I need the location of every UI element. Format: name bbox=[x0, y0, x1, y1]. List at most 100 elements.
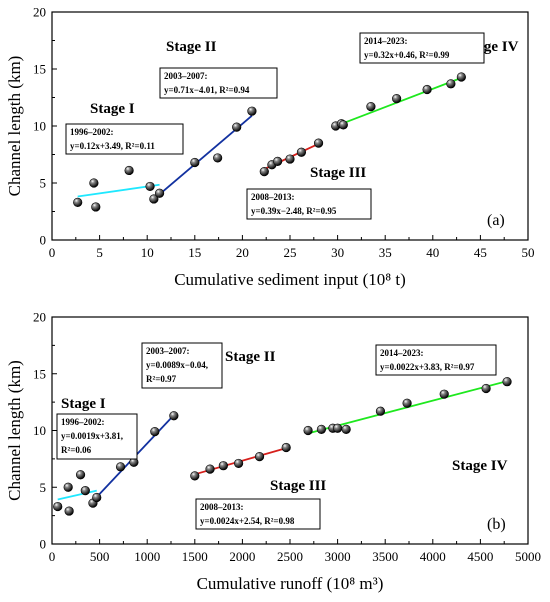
equation-box: 2003–2007: y=0.71x−4.01, R²=0.94 bbox=[159, 67, 278, 99]
data-point bbox=[124, 165, 134, 176]
data-point bbox=[205, 464, 215, 474]
data-point bbox=[285, 154, 295, 164]
x-tick-label: 4500 bbox=[467, 549, 493, 564]
data-point bbox=[73, 197, 83, 207]
data-point bbox=[154, 188, 165, 198]
data-point bbox=[422, 84, 432, 95]
data-point bbox=[233, 458, 244, 469]
equation-formula: y=0.0089x−0.04, bbox=[146, 360, 208, 370]
stage-label: Stage III bbox=[270, 478, 326, 494]
equation-r2: R²=0.06 bbox=[61, 445, 92, 455]
equation-formula: y=0.71x−4.01, R²=0.94 bbox=[164, 85, 250, 95]
data-point bbox=[80, 486, 90, 496]
data-point bbox=[218, 461, 228, 471]
data-point bbox=[333, 423, 343, 433]
equation-box-frame bbox=[195, 498, 321, 530]
stage-label: Stage III bbox=[310, 165, 366, 181]
equation-box: 2008–2013: y=0.0024x+2.54, R²=0.98 bbox=[195, 498, 321, 530]
y-axis-title: Channel length (km) bbox=[5, 56, 24, 197]
y-tick-label: 10 bbox=[33, 119, 46, 134]
equation-box-frame bbox=[375, 344, 497, 376]
equation-formula: y=0.0024x+2.54, R²=0.98 bbox=[200, 516, 295, 526]
x-tick-label: 10 bbox=[141, 245, 154, 260]
x-axis-title: Cumulative sediment input (10⁸ t) bbox=[174, 270, 406, 289]
x-tick-label: 1500 bbox=[182, 549, 208, 564]
equation-years: 2008–2013: bbox=[251, 192, 295, 202]
data-point bbox=[247, 106, 257, 116]
data-point bbox=[149, 194, 159, 204]
data-point bbox=[254, 452, 265, 462]
equation-box: 1996–2002: y=0.0019x+3.81, R²=0.06 bbox=[56, 413, 138, 460]
panel-label: (a) bbox=[487, 212, 505, 229]
x-tick-label: 5 bbox=[96, 245, 103, 260]
equation-box: 2014–2023: y=0.32x+0.46, R²=0.99 bbox=[359, 32, 485, 64]
x-tick-label: 2000 bbox=[229, 549, 255, 564]
equation-box: 2003–2007: y=0.0089x−0.04, R²=0.97 bbox=[141, 342, 223, 389]
equation-years: 2014–2023: bbox=[364, 36, 408, 46]
equation-box: 1996–2002: y=0.12x+3.49, R²=0.11 bbox=[65, 123, 184, 155]
data-point bbox=[338, 120, 348, 130]
data-point bbox=[273, 156, 283, 166]
data-point bbox=[213, 153, 223, 163]
data-point bbox=[281, 442, 291, 453]
data-point bbox=[446, 79, 456, 89]
data-point bbox=[313, 138, 324, 148]
equation-box-frame bbox=[65, 123, 184, 155]
equation-formula: y=0.12x+3.49, R²=0.11 bbox=[70, 141, 155, 151]
data-point bbox=[439, 389, 449, 399]
x-tick-label: 4000 bbox=[420, 549, 446, 564]
data-point bbox=[366, 102, 376, 112]
data-point bbox=[169, 411, 179, 421]
y-tick-label: 0 bbox=[40, 233, 47, 248]
data-point bbox=[375, 406, 386, 416]
data-point bbox=[92, 492, 102, 503]
y-tick-label: 15 bbox=[33, 366, 46, 381]
data-point bbox=[502, 377, 512, 387]
equation-years: 2014–2023: bbox=[380, 348, 424, 358]
data-point bbox=[75, 470, 86, 480]
x-tick-label: 35 bbox=[379, 245, 392, 260]
stage-label: Stage I bbox=[90, 101, 135, 117]
y-tick-label: 20 bbox=[33, 5, 46, 20]
equation-years: 2008–2013: bbox=[200, 502, 244, 512]
equation-formula: y=0.39x−2.48, R²=0.95 bbox=[251, 206, 337, 216]
y-tick-label: 5 bbox=[40, 176, 47, 191]
data-point bbox=[456, 72, 466, 82]
equation-box: 2008–2013: y=0.39x−2.48, R²=0.95 bbox=[246, 188, 372, 220]
equation-box-frame bbox=[159, 67, 278, 99]
y-tick-label: 15 bbox=[33, 62, 46, 77]
data-point bbox=[341, 424, 351, 434]
y-tick-label: 5 bbox=[40, 480, 47, 495]
x-tick-label: 40 bbox=[426, 245, 439, 260]
x-tick-label: 50 bbox=[522, 245, 535, 260]
data-point bbox=[303, 425, 313, 436]
x-tick-label: 3000 bbox=[325, 549, 351, 564]
stage-label: Stage II bbox=[225, 349, 276, 365]
equation-box-frame bbox=[246, 188, 372, 220]
y-tick-label: 10 bbox=[33, 423, 46, 438]
panel-label: (b) bbox=[487, 516, 506, 533]
data-point bbox=[232, 122, 242, 132]
stage-label: Stage II bbox=[166, 39, 217, 55]
equation-formula: y=0.32x+0.46, R²=0.99 bbox=[364, 50, 450, 60]
equation-years: 2003–2007: bbox=[164, 71, 208, 81]
chart-panel-a: 0 5 10 15 20 25 30 35 40 45 50 0 5 10 15 20 Cumulative s… bbox=[5, 5, 535, 290]
equation-box-frame bbox=[359, 32, 485, 64]
data-point bbox=[64, 506, 74, 516]
data-point bbox=[89, 178, 99, 188]
x-tick-label: 3500 bbox=[372, 549, 398, 564]
x-tick-label: 2500 bbox=[277, 549, 303, 564]
x-tick-label: 0 bbox=[49, 245, 56, 260]
equation-box-frame bbox=[56, 413, 138, 460]
y-axis-title: Channel length (km) bbox=[5, 360, 24, 501]
chart-panel-b: 0 500 1000 1500 2000 2500 3000 3500 4000 4500 5000… bbox=[5, 310, 541, 594]
equation-box-frame bbox=[141, 342, 223, 389]
equation-formula: y=0.0022x+3.83, R²=0.97 bbox=[380, 362, 475, 372]
y-tick-label: 0 bbox=[40, 537, 47, 552]
x-tick-label: 20 bbox=[236, 245, 249, 260]
data-point bbox=[259, 167, 269, 177]
data-point bbox=[316, 424, 327, 434]
data-point bbox=[190, 471, 200, 481]
x-axis-title: Cumulative runoff (10⁸ m³) bbox=[197, 574, 384, 593]
stage-label: Stage IV bbox=[452, 458, 508, 474]
